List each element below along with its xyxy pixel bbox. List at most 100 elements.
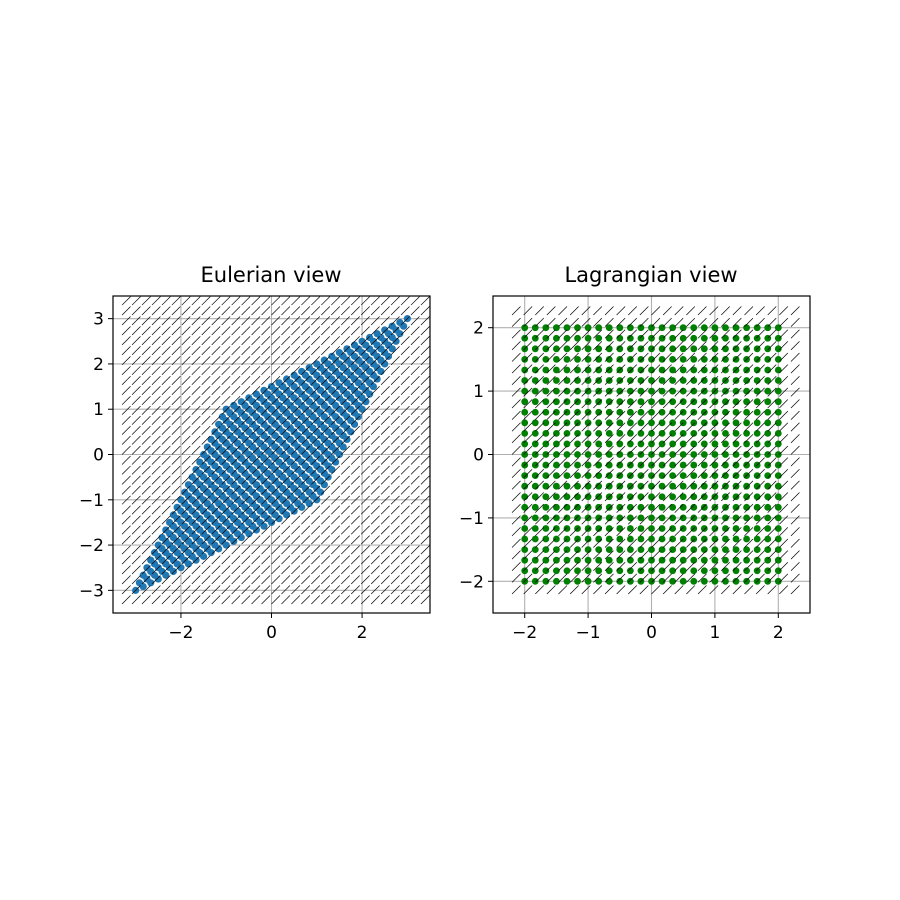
vector-3-17 [151, 425, 161, 435]
vector-22-3 [340, 565, 350, 575]
vector-15-15 [686, 410, 696, 420]
vector-21-0 [755, 585, 765, 595]
point-11-10 [637, 472, 645, 480]
point-24-11 [354, 413, 362, 421]
vector-24-28 [360, 316, 370, 326]
point-7-20 [595, 366, 603, 374]
vector-16-19 [697, 364, 707, 374]
vector-3-1 [546, 573, 556, 583]
vector-6-3 [581, 550, 591, 560]
vector-22-27 [340, 326, 350, 336]
vector-4-7 [558, 503, 568, 513]
point-19-22 [722, 345, 729, 353]
vector-22-9 [340, 505, 350, 515]
point-4-1 [563, 567, 571, 575]
vector-22-14 [340, 455, 350, 465]
vector-10-12 [628, 445, 637, 455]
point-24-2 [320, 481, 328, 489]
vector-8-3 [201, 565, 211, 575]
vector-25-28 [370, 316, 380, 326]
vector-24-10 [790, 469, 800, 478]
vector-0-22 [511, 329, 521, 339]
vector-18-3 [301, 565, 311, 575]
vector-11-28 [231, 316, 241, 326]
vector-15-28 [271, 316, 281, 326]
point-17-11 [700, 461, 708, 469]
vector-1-27 [131, 326, 141, 336]
point-11-0 [215, 545, 223, 553]
point-3-2 [553, 556, 560, 564]
vector-1-7 [131, 525, 141, 535]
vector-24-11 [790, 457, 800, 467]
vector-26-19 [380, 405, 390, 415]
vector-7-13 [191, 465, 201, 475]
vector-7-25 [191, 346, 201, 356]
vector-8-6 [604, 515, 614, 525]
point-16-21 [690, 356, 698, 363]
vector-11-23 [231, 366, 241, 376]
vector-29-19 [410, 405, 420, 415]
vector-4-20 [558, 352, 568, 362]
vector-6-12 [181, 475, 191, 485]
point-24-13 [362, 398, 370, 406]
vector-16-11 [697, 457, 707, 467]
vector-21-7 [331, 525, 341, 535]
point-0-6 [521, 514, 529, 522]
vector-27-3 [390, 565, 400, 575]
vector-26-7 [380, 525, 390, 535]
vector-12-19 [241, 405, 251, 415]
vector-15-20 [686, 352, 696, 362]
point-5-0 [574, 577, 581, 585]
vector-30-18 [420, 415, 430, 425]
vector-10-19 [628, 364, 637, 374]
vector-1-0 [523, 585, 533, 595]
vector-4-14 [161, 455, 171, 465]
vector-5-16 [569, 399, 579, 409]
vector-7-13 [593, 434, 603, 444]
vector-14-23 [261, 366, 271, 376]
vector-13-18 [662, 376, 672, 386]
vector-1-29 [131, 306, 141, 316]
vector-29-27 [410, 326, 420, 336]
vector-28-12 [400, 475, 410, 485]
vector-15-23 [271, 366, 281, 376]
vector-26-17 [380, 425, 390, 435]
vector-28-25 [400, 346, 410, 356]
vector-24-30 [360, 296, 370, 306]
vector-8-20 [604, 352, 614, 362]
point-22-8 [753, 493, 761, 501]
vector-22-19 [767, 364, 777, 374]
vector-23-2 [779, 562, 789, 571]
vector-7-16 [593, 399, 603, 409]
vector-4-9 [558, 480, 568, 490]
point-5-6 [574, 514, 581, 522]
point-22-12 [753, 451, 761, 458]
vector-29-15 [410, 445, 420, 455]
vector-2-13 [141, 465, 151, 475]
point-8-3 [605, 546, 613, 553]
point-1-10 [531, 472, 539, 480]
point-17-23 [700, 334, 708, 342]
vector-17-7 [709, 503, 719, 513]
vector-5-4 [569, 538, 579, 548]
point-10-0 [207, 549, 215, 557]
point-8-5 [605, 525, 613, 532]
vector-12-17 [241, 425, 251, 435]
vector-3-23 [151, 366, 161, 376]
point-18-12 [711, 451, 719, 458]
vector-16-0 [281, 595, 291, 605]
point-13-5 [658, 525, 666, 532]
vector-15-13 [686, 434, 696, 444]
vector-4-13 [161, 465, 171, 475]
vector-30-12 [420, 475, 430, 485]
vector-5-12 [569, 445, 579, 455]
vector-1-0 [131, 595, 141, 605]
point-21-18 [743, 387, 750, 395]
x-tick-label-3: 1 [709, 623, 720, 643]
vector-10-11 [628, 457, 637, 467]
vector-3-16 [546, 399, 556, 409]
vector-21-26 [331, 336, 341, 346]
vector-11-29 [231, 306, 241, 316]
vector-15-20 [271, 395, 281, 405]
point-9-7 [616, 503, 624, 511]
